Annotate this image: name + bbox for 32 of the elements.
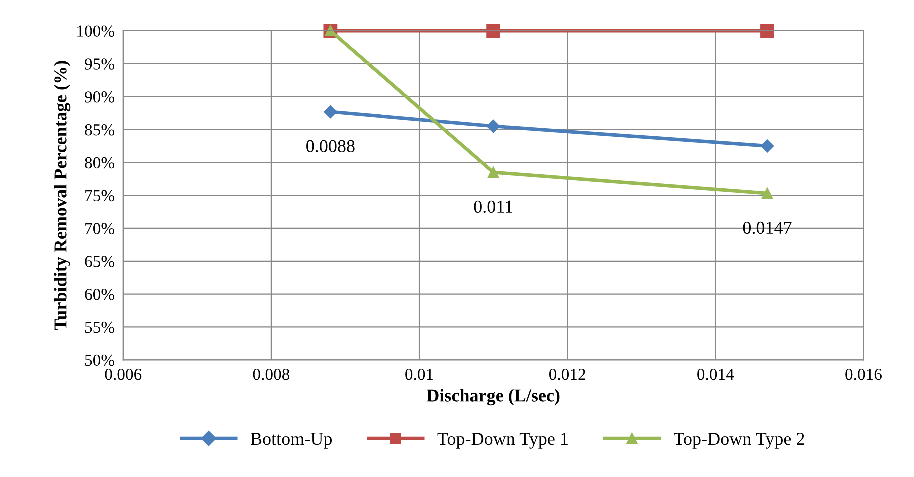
x-tick-label: 0.016 (846, 368, 882, 380)
x-tick-label: 0.012 (549, 368, 586, 380)
point (488, 166, 500, 178)
y-tick-label: 90% (85, 92, 114, 103)
y-tick-label: 80% (85, 157, 114, 169)
annotation: 0.011 (474, 200, 512, 214)
y-tick-label: 75% (86, 190, 114, 202)
y-tick-label: 100% (78, 26, 114, 38)
y-tick-label: 60% (85, 289, 114, 300)
y-tick-label: 70% (86, 223, 114, 234)
annotation: 0.0088 (306, 140, 355, 153)
point (762, 188, 774, 200)
x-tick-label: 0.008 (253, 368, 290, 380)
legend-label: Top-Down Type 2 (674, 433, 804, 449)
y-tick-label: 50% (85, 354, 114, 366)
legend-label: Top-Down Type 1 (438, 433, 568, 449)
x-tick-label: 0.01 (406, 368, 434, 380)
x-tick-label: 0.006 (105, 368, 142, 380)
annotation: 0.0147 (743, 222, 792, 234)
point (760, 140, 774, 153)
y-axis-title: Turbidity Removal Percentage (%) (54, 61, 71, 330)
point (486, 24, 501, 38)
x-axis-title: Discharge (L/sec) (426, 389, 560, 406)
point (486, 120, 500, 134)
point (324, 105, 338, 119)
y-tick-label: 85% (85, 124, 114, 136)
y-tick-label: 65% (85, 256, 114, 268)
y-tick-label: 95% (85, 58, 114, 70)
legend-label: Bottom-Up (250, 433, 332, 449)
point (760, 24, 774, 38)
x-tick-label: 0.014 (698, 368, 734, 380)
y-tick-label: 55% (85, 322, 114, 334)
